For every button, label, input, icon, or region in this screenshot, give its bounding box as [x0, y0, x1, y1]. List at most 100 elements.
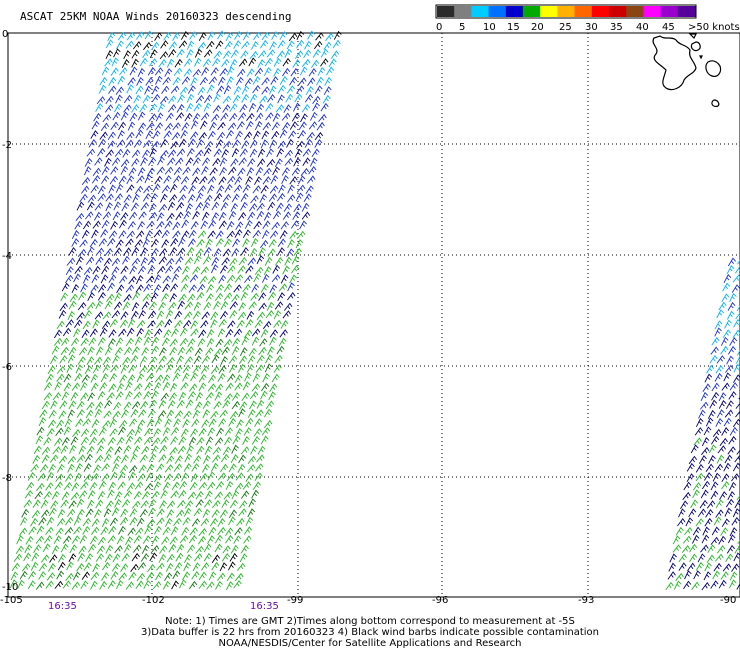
legend-label: >50 knots — [688, 22, 740, 33]
wind-barb — [175, 256, 184, 265]
wind-barb — [57, 463, 65, 473]
wind-barb — [261, 77, 270, 86]
wind-barb — [140, 247, 149, 257]
wind-barb — [169, 392, 178, 401]
wind-barb — [710, 490, 719, 500]
wind-barb — [167, 157, 176, 166]
wind-barb — [205, 391, 214, 401]
wind-barb — [101, 463, 110, 472]
wind-barb — [230, 202, 239, 212]
wind-barb — [300, 113, 308, 123]
wind-barb — [177, 194, 187, 203]
wind-barb — [252, 185, 261, 194]
wind-barb — [725, 364, 734, 373]
wind-barb — [228, 561, 236, 571]
wind-barb — [146, 571, 155, 581]
wind-barb — [41, 446, 51, 455]
wind-barb — [247, 211, 256, 221]
wind-barb — [59, 302, 68, 312]
wind-barb — [693, 570, 701, 580]
wind-barb — [235, 472, 244, 481]
wind-barb — [65, 473, 74, 482]
wind-barb — [207, 481, 216, 491]
wind-barb — [173, 166, 183, 176]
wind-barb — [179, 535, 189, 544]
wind-barb — [97, 193, 106, 202]
wind-barb — [113, 455, 122, 464]
wind-barb — [256, 311, 266, 320]
wind-barb — [134, 426, 143, 436]
wind-barb — [308, 68, 317, 77]
wind-barb — [323, 41, 332, 51]
wind-barb — [709, 355, 718, 364]
wind-barb — [123, 293, 132, 303]
wind-barb — [265, 400, 275, 410]
wind-barb — [56, 373, 65, 383]
wind-barb — [184, 554, 192, 564]
wind-barb — [107, 140, 116, 149]
wind-barb — [726, 544, 735, 554]
wind-barb — [695, 472, 704, 482]
wind-barb — [736, 449, 740, 455]
wind-barb — [706, 500, 716, 509]
wind-barb — [720, 345, 729, 355]
wind-barb — [727, 301, 736, 311]
pass-time-label: 16:35 — [250, 601, 279, 612]
wind-barb — [206, 40, 215, 50]
wind-barb — [144, 329, 152, 339]
wind-barb — [198, 571, 207, 581]
wind-barb — [125, 139, 134, 148]
lat-label: -4 — [2, 251, 12, 262]
wind-barb — [736, 305, 740, 312]
wind-barb — [246, 167, 255, 177]
wind-barb — [291, 220, 300, 229]
wind-barb — [87, 490, 96, 500]
wind-barb — [108, 274, 117, 284]
wind-barb — [687, 562, 696, 572]
wind-barb — [134, 239, 143, 248]
wind-barb — [699, 455, 707, 464]
wind-barb — [133, 94, 142, 104]
map-title: ASCAT 25KM NOAA Winds 20160323 descendin… — [20, 10, 292, 23]
wind-barb — [219, 67, 228, 77]
wind-barb — [243, 427, 252, 436]
wind-barb — [275, 202, 284, 212]
wind-barb — [215, 338, 224, 348]
wind-barb — [720, 336, 729, 346]
wind-barb — [51, 545, 60, 555]
wind-barb — [299, 66, 308, 76]
wind-barb — [231, 346, 240, 356]
wind-barb — [279, 230, 288, 239]
wind-barb — [153, 525, 162, 535]
wind-barb — [65, 572, 74, 581]
wind-barb — [128, 364, 137, 374]
wind-barb — [706, 554, 715, 564]
wind-barb — [137, 220, 146, 230]
wind-barb — [273, 57, 282, 67]
wind-barb — [692, 482, 702, 491]
wind-barb — [713, 516, 722, 526]
wind-barb — [289, 274, 298, 284]
wind-barb — [146, 275, 155, 284]
wind-barb — [239, 103, 248, 113]
wind-barb — [188, 138, 196, 148]
wind-barb — [726, 310, 735, 320]
wind-barb — [181, 472, 189, 482]
wind-barb — [108, 525, 117, 535]
wind-barb — [94, 311, 104, 320]
legend-label: 30 — [585, 22, 598, 33]
wind-barb — [168, 41, 178, 50]
wind-barb — [254, 67, 264, 77]
wind-barb — [216, 185, 225, 194]
wind-barb — [725, 498, 735, 508]
wind-barb — [318, 113, 327, 122]
wind-barb — [271, 373, 280, 383]
wind-barb — [225, 527, 234, 536]
wind-barb — [259, 95, 268, 104]
wind-barb — [105, 50, 114, 60]
wind-barb — [184, 301, 193, 310]
island-marchena — [688, 33, 697, 40]
wind-barb — [62, 327, 72, 337]
wind-barb — [217, 572, 226, 581]
wind-barb — [163, 329, 172, 338]
